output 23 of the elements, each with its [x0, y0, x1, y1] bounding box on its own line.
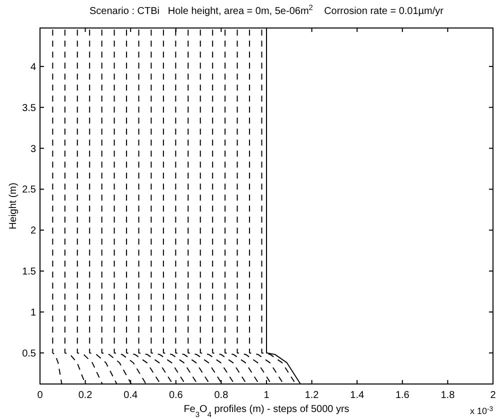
x-axis-title: Fe$_{3}$O$_{4}$ profiles (m) - steps of 5000 yrs: [184, 404, 350, 418]
x-tick-label: 0.8: [214, 390, 229, 401]
y-tick-label: 4: [30, 62, 36, 73]
y-tick-label: 2: [30, 226, 36, 237]
x-tick-label: 0.4: [124, 390, 138, 401]
x-tick-label: 1.6: [395, 390, 410, 401]
x-tick-label: 1.8: [440, 390, 456, 401]
chart-title: Scenario : CTBi Hole height, area = 0m, 5e-06m$^{2}$ Corrosion rate = 0.01µm/yr: [90, 2, 444, 17]
x-tick-label: 1.2: [304, 390, 320, 401]
x-tick-label: 0: [37, 390, 44, 401]
x-tick-label: 0.6: [168, 390, 184, 401]
x-tick-label: 1: [264, 390, 270, 401]
y-tick-label: 2.5: [22, 184, 36, 196]
text: x 10$^{-3}$: [470, 406, 494, 416]
y-tick-label: 1: [30, 307, 36, 318]
x-tick-label: 1.4: [350, 390, 364, 401]
x-tick-label: 2: [490, 390, 496, 401]
y-tick-label: 3: [30, 144, 36, 155]
y-tick-label: 1.5: [22, 266, 36, 278]
y-tick-label: 3.5: [22, 102, 36, 114]
y-axis-title: Height (m): [8, 182, 19, 230]
x-tick-label: 0.2: [78, 390, 93, 401]
y-tick-label: 0.5: [22, 348, 36, 360]
